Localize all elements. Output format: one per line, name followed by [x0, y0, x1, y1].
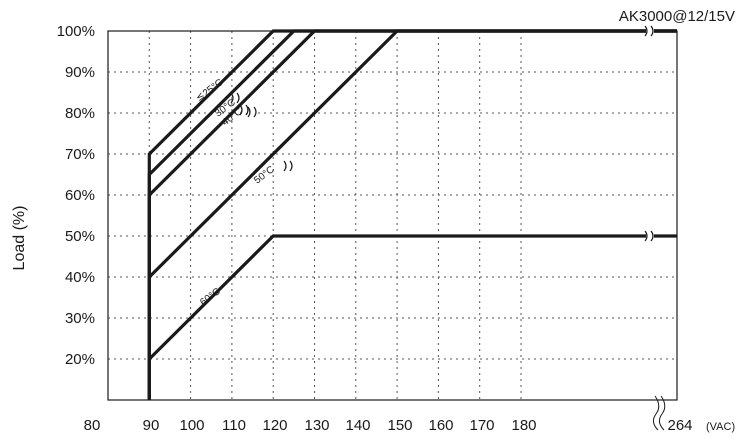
grid [108, 31, 677, 400]
line-break-mark-50c [283, 160, 293, 172]
y-tick-label: 90% [65, 64, 95, 81]
y-tick-label: 80% [65, 105, 95, 122]
y-tick-label: 70% [65, 146, 95, 163]
chart-title: AK3000@12/15V [619, 8, 735, 25]
x-tick-label: 90 [143, 417, 160, 434]
series-line-25c [147, 29, 677, 400]
x-tick-label: 80 [84, 417, 101, 434]
y-tick-label: 40% [65, 269, 95, 286]
series-line-30c [147, 29, 677, 400]
x-tick-label: 160 [428, 417, 453, 434]
x-tick-labels: 80 90 100 110 120 130 140 150 160 170 180 264 [84, 417, 693, 434]
y-tick-label: 30% [65, 310, 95, 327]
x-tick-label: 264 [667, 417, 692, 434]
y-tick-label: 20% [65, 351, 95, 368]
plot-border [107, 30, 678, 401]
plot-frame [107, 30, 678, 401]
series-label-50c: 50°C [252, 164, 276, 186]
x-tick-label: 150 [387, 417, 412, 434]
series-line-40c [147, 29, 677, 400]
x-tick-label: 140 [345, 417, 370, 434]
x-axis-unit: (VAC) [706, 421, 735, 433]
x-tick-label: 130 [304, 417, 329, 434]
series-line-50c [147, 29, 677, 400]
y-tick-label: 60% [65, 187, 95, 204]
x-tick-label: 120 [262, 417, 287, 434]
series-lines [147, 29, 677, 400]
line-break-mark-25c [230, 92, 240, 104]
x-tick-label: 100 [179, 417, 204, 434]
y-tick-label: 50% [65, 228, 95, 245]
line-break-mark-40c [247, 106, 257, 118]
line-break-mark-50 [644, 230, 654, 242]
x-tick-label: 170 [469, 417, 494, 434]
y-axis-label: Load (%) [11, 206, 28, 271]
axis-breaks [230, 25, 666, 431]
x-tick-label: 180 [511, 417, 536, 434]
series-label-25c: ≦25°C [194, 77, 225, 104]
series-line-60c [147, 234, 677, 400]
line-break-mark-30c [239, 104, 249, 116]
y-tick-label: 100% [57, 23, 95, 40]
x-tick-label: 110 [222, 417, 246, 434]
y-tick-labels: 20% 30% 40% 50% 60% 70% 80% 90% 100% [57, 23, 95, 368]
line-break-mark-100 [644, 25, 654, 37]
x-axis-break-icon [652, 395, 666, 431]
